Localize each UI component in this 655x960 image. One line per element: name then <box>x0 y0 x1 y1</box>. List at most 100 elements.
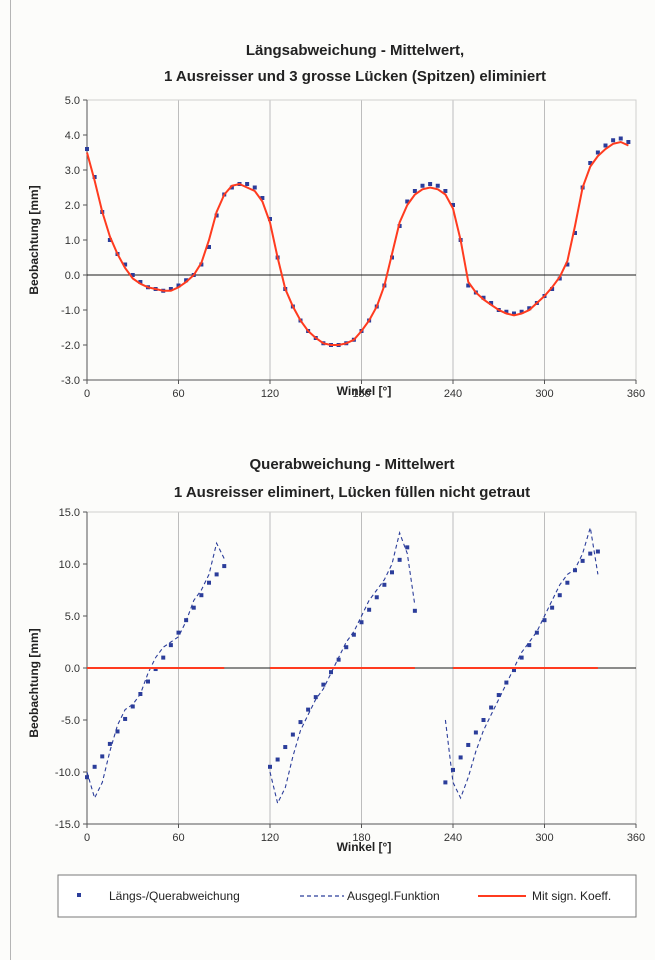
chart-1-data-point <box>435 183 440 188</box>
chart-2-data-point <box>519 655 524 660</box>
chart-2-data-point <box>100 754 105 759</box>
chart-2-x-tick-label: 180 <box>352 832 370 844</box>
chart-1-data-point <box>481 295 486 300</box>
chart-2-data-point <box>214 572 219 577</box>
chart-1-data-point <box>229 185 234 190</box>
chart-1-data-point <box>130 273 135 277</box>
chart-2-data-point <box>115 729 120 734</box>
chart-1-xlabel: Winkel [°] <box>337 384 392 398</box>
chart-2-data-point <box>329 670 333 675</box>
chart-2-y-tick-label: 10.0 <box>59 559 80 571</box>
chart-2-x-tick-label: 300 <box>535 832 553 844</box>
chart-1-data-point <box>550 287 555 291</box>
chart-1-y-tick-label: 1.0 <box>65 235 80 247</box>
chart-1-data-point <box>626 140 631 144</box>
legend-label-line: Mit sign. Koeff. <box>532 889 611 903</box>
chart-1-y-tick-label: -1.0 <box>61 305 80 317</box>
chart-1-data-point <box>107 238 112 242</box>
chart-1-data-point <box>595 150 600 155</box>
chart-2-x-tick-label: 120 <box>261 832 279 844</box>
chart-1-x-tick-label: 60 <box>172 388 184 400</box>
chart-1-y-tick-label: 5.0 <box>65 95 80 107</box>
chart-1-data-point <box>428 182 433 186</box>
chart-1-data-point <box>466 283 471 288</box>
chart-1-data-point <box>611 138 616 143</box>
chart-2-x-tick-label: 60 <box>172 832 184 844</box>
chart-1-data-point <box>123 262 128 267</box>
chart-2-data-point <box>573 568 577 573</box>
chart-2-data-point <box>359 620 364 625</box>
chart-1-x-tick-label: 360 <box>627 388 645 400</box>
chart-2-data-point <box>489 705 494 710</box>
chart-2-data-point <box>405 545 410 550</box>
chart-1-data-point <box>618 136 623 141</box>
chart-1-y-tick-label: 2.0 <box>65 200 80 212</box>
chart-2-data-point <box>588 551 593 556</box>
chart-2-data-point <box>168 643 173 648</box>
chart-2-data-point <box>382 582 387 587</box>
chart-2-data-point <box>321 682 326 687</box>
chart-2-y-tick-label: 5.0 <box>65 611 80 623</box>
chart-1-data-point <box>519 309 524 314</box>
chart-2-xlabel: Winkel [°] <box>337 840 392 854</box>
chart-1-series-mit-sign-koeff <box>86 140 629 346</box>
chart-2-y-tick-label: 0.0 <box>65 663 80 675</box>
chart-1-y-tick-label: -2.0 <box>61 340 80 352</box>
chart-2-data-point <box>374 595 379 600</box>
chart-2-data-point <box>527 643 532 648</box>
chart-1-data-point <box>176 283 181 288</box>
chart-2-data-point <box>565 580 570 585</box>
chart-2-data-point <box>512 668 516 673</box>
chart-1-x-tick-label: 0 <box>84 388 90 400</box>
chart-2-data-point <box>207 580 211 585</box>
chart-1-data-point <box>527 306 532 311</box>
chart-1-data-point <box>85 147 89 151</box>
chart-1-data-point <box>443 189 448 193</box>
chart-1-data-point <box>588 161 593 165</box>
chart-2-data-point <box>283 745 288 750</box>
legend: Längs-/Querabweichung Ausgegl.Funktion M… <box>57 874 637 918</box>
chart-2-data-point <box>92 764 97 769</box>
chart-2-data-point <box>85 775 89 780</box>
chart-2-data-point <box>443 780 448 785</box>
chart-2-data-point <box>481 718 486 722</box>
chart-1-data-point <box>207 245 211 249</box>
chart-2-data-point <box>161 655 166 660</box>
chart-2-data-point <box>496 693 501 698</box>
chart-2-y-tick-label: 15.0 <box>59 507 80 519</box>
legend-box <box>57 874 637 918</box>
chart-2-data-point <box>153 667 158 672</box>
chart-1-data-point <box>451 203 455 207</box>
chart-1-plot-area: 0 60 120 180 240 300 360 -3.0 -2.0 -1.0 0.0 1.0 2.0 3… <box>61 95 645 400</box>
chart-2-data-point <box>336 657 341 662</box>
chart-2-data-point <box>390 570 394 575</box>
chart-1-x-tick-label: 240 <box>444 388 462 400</box>
chart-2-y-tick-label: -15.0 <box>55 819 80 831</box>
chart-2-data-point <box>146 679 150 684</box>
chart-2-data-point <box>397 557 402 562</box>
chart-2-data-point <box>351 632 356 637</box>
chart-1-title-line-1: Längsabweichung - Mittelwert, <box>246 42 464 59</box>
chart-1-data-point <box>168 287 173 291</box>
chart-2-data-point <box>290 732 295 737</box>
chart-1-data-point <box>412 189 417 193</box>
chart-2-plot-area: 0 60 120 180 240 300 360 -15.0 -10.0 -5.0 0.0 5.0 10… <box>55 507 645 844</box>
chart-1-y-tick-label: -3.0 <box>61 375 80 387</box>
chart-1-data-point <box>138 280 143 284</box>
chart-1-data-point <box>504 309 509 314</box>
chart-2-series-ausgegl-funktion <box>86 527 599 805</box>
chart-1-data-point <box>245 182 250 186</box>
chart-2-data-point <box>306 707 311 712</box>
chart-2-data-point <box>298 720 303 725</box>
chart-2-x-tick-label: 0 <box>84 832 90 844</box>
chart-2-data-point <box>130 704 135 709</box>
legend-label-markers: Längs-/Querabweichung <box>109 889 240 903</box>
legend-marker-swatch <box>77 893 81 897</box>
chart-2-title-line-2: 1 Ausreisser eliminert, Lücken füllen ni… <box>174 484 530 501</box>
chart-1-y-tick-label: 3.0 <box>65 165 80 177</box>
chart-2-data-point <box>367 607 372 612</box>
page-left-border <box>10 0 11 960</box>
chart-2-x-tick-label: 240 <box>444 832 462 844</box>
chart-2-data-point <box>458 755 463 760</box>
